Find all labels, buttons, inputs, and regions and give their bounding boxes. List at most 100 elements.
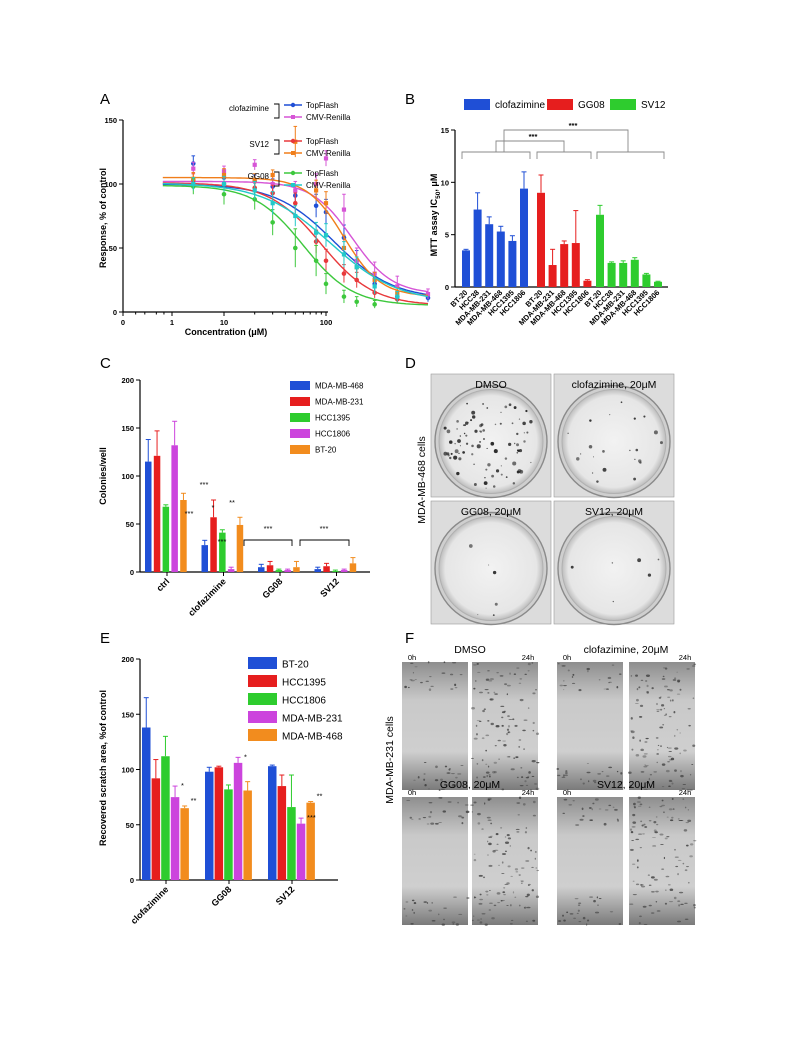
cell [532,919,536,922]
cell [602,782,604,784]
bar [607,262,616,287]
cell [485,763,488,765]
cell [446,772,451,774]
cell [451,785,456,787]
bar [287,807,296,880]
cell [635,753,640,757]
cell [640,748,644,752]
significance-label: *** [307,813,316,822]
scratch-image-0h [402,797,470,926]
data-point [292,245,298,251]
cell [535,895,540,899]
bar [332,571,339,572]
cell [659,805,663,808]
significance-label: * [212,503,215,512]
colony [504,405,508,409]
scratch-condition: GG08, 20μM 0h 24h [402,779,540,926]
condition-title: DMSO [454,644,486,656]
cell [439,797,443,799]
cell [502,740,507,742]
cell [472,664,477,666]
series-hcc1395 [151,759,287,880]
cell [426,902,429,904]
cell [501,716,504,719]
cell [557,774,561,777]
cell [488,842,492,846]
cell [597,904,599,906]
colony [463,432,466,435]
cell [488,680,493,682]
cell [668,779,672,781]
cell [668,901,674,903]
cell [488,909,492,911]
colony [456,428,458,430]
cell [562,914,564,917]
bar [583,280,592,287]
cell [461,822,464,825]
cell [532,692,536,695]
time-label-end: 24h [522,788,535,797]
ic50-bars: BT-20HCC38MDA-MB-231MDA-MB-468HCC1395HCC… [449,121,665,327]
cell [677,818,680,820]
cell [499,675,504,677]
significance-label: *** [200,480,209,489]
cell [409,816,413,819]
colony [450,452,453,455]
cell [671,816,674,819]
x-category-label: clofazimine [186,576,228,618]
colony [466,402,468,405]
scratch-image-0h [402,661,468,792]
cell [674,677,677,680]
colony-legend: MDA-MB-468 MDA-MB-231 HCC1395 HCC1806 BT-20 [290,381,364,455]
cell [518,682,522,684]
cell [451,773,455,775]
colony [490,441,495,446]
cell [566,911,569,914]
colony [516,443,520,447]
scratch-image-0h [557,797,623,926]
cell [607,676,612,679]
colony [474,429,478,433]
bar [306,802,315,880]
cell [640,820,643,823]
cell [592,802,595,805]
bar [227,569,235,572]
bar [205,771,214,880]
cell [663,714,667,716]
colony [443,451,448,456]
image-title: DMSO [475,379,507,391]
legend-entry-label: CMV-Renilla [306,149,351,158]
x-tick-label: 100 [320,318,333,327]
cell [522,729,526,732]
colony [602,450,605,453]
cell [651,891,655,893]
legend-entry-label: CMV-Renilla [306,181,351,190]
data-point [425,291,431,297]
cell [620,772,623,775]
significance-label: * [244,752,247,761]
cell [666,816,669,818]
bar [233,762,243,880]
series-gg08-cmv-renilla [162,175,429,302]
cell [632,863,636,865]
cell [455,776,458,779]
cell [458,815,462,818]
cell [515,756,519,759]
colony [485,468,488,471]
cell [641,824,644,827]
legend-group-label: SV12 [249,140,269,149]
cell [673,896,677,900]
cell [440,788,445,790]
cell [479,691,483,694]
bar [537,192,545,287]
colony [459,435,462,437]
cell [530,849,532,852]
cell [428,815,432,818]
colony [629,449,631,452]
cell [497,739,501,742]
legend-swatch [290,397,310,406]
colony [526,431,529,434]
data-point [323,233,329,238]
colony [443,426,447,430]
bar [201,545,208,572]
